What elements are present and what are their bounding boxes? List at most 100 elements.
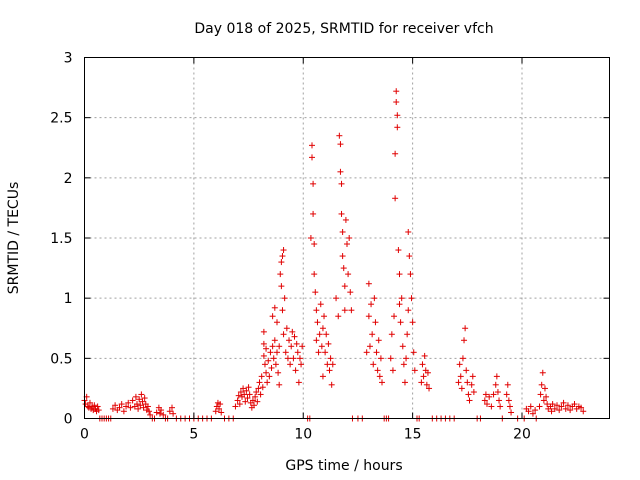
data-point <box>326 367 333 374</box>
data-point <box>529 410 536 417</box>
data-point <box>310 210 317 217</box>
data-point <box>393 99 400 106</box>
data-point <box>263 369 270 376</box>
data-point <box>339 228 346 235</box>
data-point <box>277 271 284 278</box>
data-point <box>403 355 410 362</box>
data-point <box>556 407 563 414</box>
data-point <box>139 398 146 405</box>
data-point <box>136 396 143 403</box>
data-point <box>368 301 375 308</box>
data-point <box>240 385 247 392</box>
data-point <box>482 391 489 398</box>
data-point <box>260 340 267 347</box>
data-point <box>551 405 558 412</box>
data-point <box>86 399 93 406</box>
data-point <box>269 343 276 350</box>
data-point <box>544 401 551 408</box>
data-point <box>459 355 466 362</box>
data-point <box>294 349 301 356</box>
data-point <box>324 361 331 368</box>
data-point <box>373 349 380 356</box>
data-point <box>508 409 515 416</box>
data-point <box>418 379 425 386</box>
data-point <box>246 391 253 398</box>
data-point <box>256 379 263 386</box>
data-point <box>160 411 167 418</box>
data-point <box>310 180 317 187</box>
data-point <box>365 313 372 320</box>
data-point <box>254 398 261 405</box>
data-point <box>146 408 153 415</box>
data-point <box>274 349 280 356</box>
data-point <box>423 381 430 388</box>
data-point <box>392 150 399 157</box>
data-point <box>135 405 142 412</box>
data-point <box>562 405 569 412</box>
data-point <box>212 408 219 415</box>
data-point <box>268 364 275 371</box>
data-point <box>558 403 565 410</box>
data-point <box>399 343 406 350</box>
data-point <box>315 349 322 356</box>
data-point <box>329 361 336 368</box>
data-point <box>314 319 321 326</box>
data-point <box>156 410 163 417</box>
data-point <box>339 253 346 260</box>
data-point <box>245 384 252 391</box>
data-point <box>532 407 539 414</box>
x-axis-label: GPS time / hours <box>285 458 402 474</box>
data-point <box>276 343 283 350</box>
data-point <box>147 411 154 418</box>
data-point <box>169 404 175 411</box>
data-point <box>375 337 382 344</box>
data-point <box>493 373 500 380</box>
data-point <box>264 379 271 386</box>
data-point <box>336 132 343 139</box>
data-point <box>387 355 394 362</box>
data-point <box>488 403 495 410</box>
data-point <box>236 401 243 408</box>
data-point <box>395 247 402 254</box>
data-point <box>218 409 225 416</box>
data-point <box>307 235 314 241</box>
data-point <box>317 301 324 308</box>
data-point <box>420 373 427 380</box>
data-point <box>455 379 462 386</box>
data-point <box>251 402 258 409</box>
data-point <box>260 328 267 335</box>
data-point <box>410 349 417 356</box>
data-point <box>276 381 283 388</box>
data-point <box>311 241 318 248</box>
data-point <box>419 361 426 368</box>
data-point <box>280 331 287 338</box>
data-point <box>270 355 277 362</box>
data-point <box>564 402 571 409</box>
y-tick-label: 0 <box>64 412 73 428</box>
data-point <box>486 393 493 400</box>
data-point <box>365 280 372 287</box>
data-point <box>144 403 151 410</box>
data-point <box>505 397 512 404</box>
data-point <box>578 404 585 411</box>
y-axis-label: SRMTID / TECUs <box>6 182 22 295</box>
x-tick-label: 20 <box>513 427 531 443</box>
data-point <box>338 180 345 187</box>
data-point <box>249 397 256 404</box>
data-point <box>125 399 132 406</box>
data-point <box>322 349 329 356</box>
data-point <box>377 355 384 362</box>
data-point <box>394 124 401 131</box>
data-point <box>261 361 268 368</box>
data-point <box>109 405 116 412</box>
data-point <box>132 393 139 400</box>
data-point <box>462 325 469 332</box>
data-point <box>260 352 267 359</box>
data-point <box>571 401 578 408</box>
data-point <box>468 381 475 388</box>
data-point <box>372 319 379 326</box>
data-point <box>271 304 278 311</box>
data-point <box>140 404 147 411</box>
data-point <box>327 355 334 362</box>
data-point <box>400 361 407 368</box>
